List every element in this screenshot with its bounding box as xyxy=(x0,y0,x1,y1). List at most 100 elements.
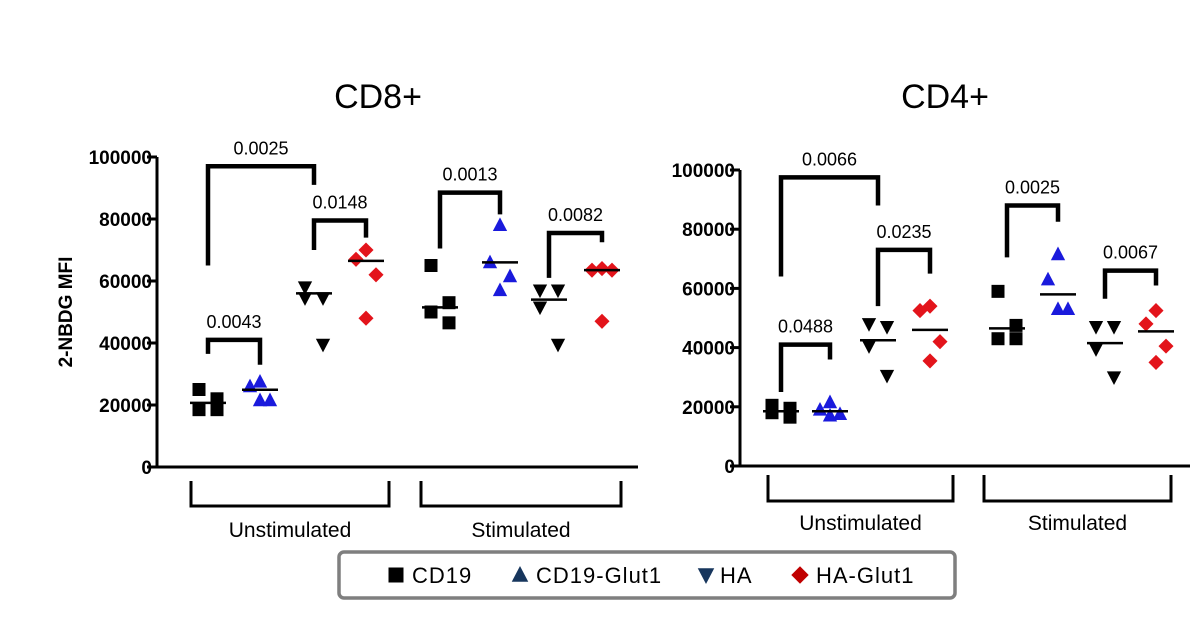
data-point xyxy=(315,292,331,306)
legend-label-cd19: CD19 xyxy=(412,563,472,588)
data-point xyxy=(1050,301,1066,315)
group-label: Unstimulated xyxy=(799,512,922,535)
legend-label-ha: HA xyxy=(720,563,753,588)
data-point xyxy=(822,394,838,409)
data-point xyxy=(879,321,895,335)
y-tick-label: 60000 xyxy=(682,279,735,300)
data-point xyxy=(1009,332,1023,346)
data-point xyxy=(861,318,877,332)
y-tick-label: 60000 xyxy=(99,272,152,293)
group-bracket xyxy=(419,481,623,508)
data-point xyxy=(1106,321,1122,335)
data-point xyxy=(358,310,374,326)
y-tick-label: 80000 xyxy=(682,220,735,241)
y-tick-label: 40000 xyxy=(682,339,735,360)
legend-label-ha_glut1: HA-Glut1 xyxy=(816,563,914,588)
data-point xyxy=(594,313,610,329)
significance-bracket xyxy=(778,175,881,277)
data-point xyxy=(492,282,508,297)
y-tick-label: 0 xyxy=(724,457,735,478)
legend: CD19 CD19-Glut1 HA HA-Glut1 xyxy=(337,550,957,600)
significance-bracket xyxy=(875,247,933,307)
data-point xyxy=(192,403,206,417)
chart-title: CD8+ xyxy=(334,78,422,116)
p-value-label: 0.0043 xyxy=(206,312,261,332)
p-value-label: 0.0025 xyxy=(233,138,288,158)
data-point xyxy=(297,281,313,295)
p-value-label: 0.0067 xyxy=(1103,243,1158,263)
data-point xyxy=(424,305,438,319)
data-point xyxy=(783,410,797,424)
data-point xyxy=(368,267,384,283)
data-point xyxy=(832,406,848,421)
data-point xyxy=(1088,321,1104,335)
group-bracket xyxy=(982,475,1173,503)
data-point xyxy=(532,301,548,316)
legend-marker-cd19_glut1 xyxy=(511,566,529,582)
significance-bracket xyxy=(311,218,369,250)
data-point xyxy=(879,369,895,384)
data-point xyxy=(822,407,838,422)
y-tick-label: 100000 xyxy=(89,148,152,169)
data-point xyxy=(502,268,518,283)
data-point xyxy=(1158,338,1174,354)
panel-cd4: CD4+ 0 20000 40000 60000 80000 100000 Unstimula… xyxy=(672,78,1190,535)
data-point xyxy=(252,373,268,388)
significance-bracket xyxy=(437,190,503,249)
data-point xyxy=(550,338,566,353)
group-bracket xyxy=(189,481,391,508)
data-point xyxy=(991,332,1005,346)
legend-label-cd19_glut1: CD19-Glut1 xyxy=(536,563,662,588)
y-tick-label: 40000 xyxy=(99,334,152,355)
panel-cd8: CD8+ 2-NBDG MFI 0 20000 40000 60000 80000 10000… xyxy=(56,78,638,542)
p-value-label: 0.0488 xyxy=(778,317,833,337)
data-point xyxy=(1060,301,1076,315)
data-point xyxy=(1106,371,1122,385)
data-point xyxy=(424,259,438,272)
y-tick-label: 20000 xyxy=(682,398,735,419)
significance-bracket xyxy=(1004,203,1061,258)
data-point xyxy=(550,284,566,299)
p-value-label: 0.0235 xyxy=(876,222,931,242)
chart-title: CD4+ xyxy=(901,78,989,116)
data-point xyxy=(252,392,268,407)
data-point xyxy=(812,401,828,416)
y-tick-label: 0 xyxy=(141,458,152,479)
data-point xyxy=(765,406,779,420)
p-value-label: 0.0066 xyxy=(802,149,857,169)
group-bracket xyxy=(766,475,955,503)
y-tick-label: 80000 xyxy=(99,210,152,231)
data-point xyxy=(932,334,948,350)
data-point xyxy=(192,383,206,396)
group-label: Stimulated xyxy=(471,519,570,542)
significance-bracket xyxy=(205,337,263,365)
data-point xyxy=(315,338,331,353)
legend-marker-ha xyxy=(697,568,715,584)
p-value-label: 0.0148 xyxy=(312,193,367,213)
data-point xyxy=(594,261,610,277)
p-value-label: 0.0013 xyxy=(442,165,497,185)
y-axis-label: 2-NBDG MFI xyxy=(56,257,77,368)
data-point xyxy=(210,403,224,417)
legend-marker-ha_glut1 xyxy=(791,566,809,584)
data-point xyxy=(442,316,456,330)
p-value-label: 0.0025 xyxy=(1005,178,1060,198)
data-point xyxy=(922,353,938,369)
data-point xyxy=(991,284,1005,298)
data-point xyxy=(358,242,374,258)
data-point xyxy=(861,340,877,354)
data-point xyxy=(1050,246,1066,261)
data-point xyxy=(297,292,313,306)
data-point xyxy=(262,392,278,407)
data-point xyxy=(1138,316,1154,332)
y-tick-label: 20000 xyxy=(99,396,152,417)
significance-bracket xyxy=(546,230,605,278)
data-point xyxy=(1009,318,1023,332)
group-label: Stimulated xyxy=(1028,512,1127,535)
data-point xyxy=(1148,303,1164,319)
data-point xyxy=(1148,354,1164,370)
data-point xyxy=(1040,271,1056,286)
data-point xyxy=(912,303,928,319)
